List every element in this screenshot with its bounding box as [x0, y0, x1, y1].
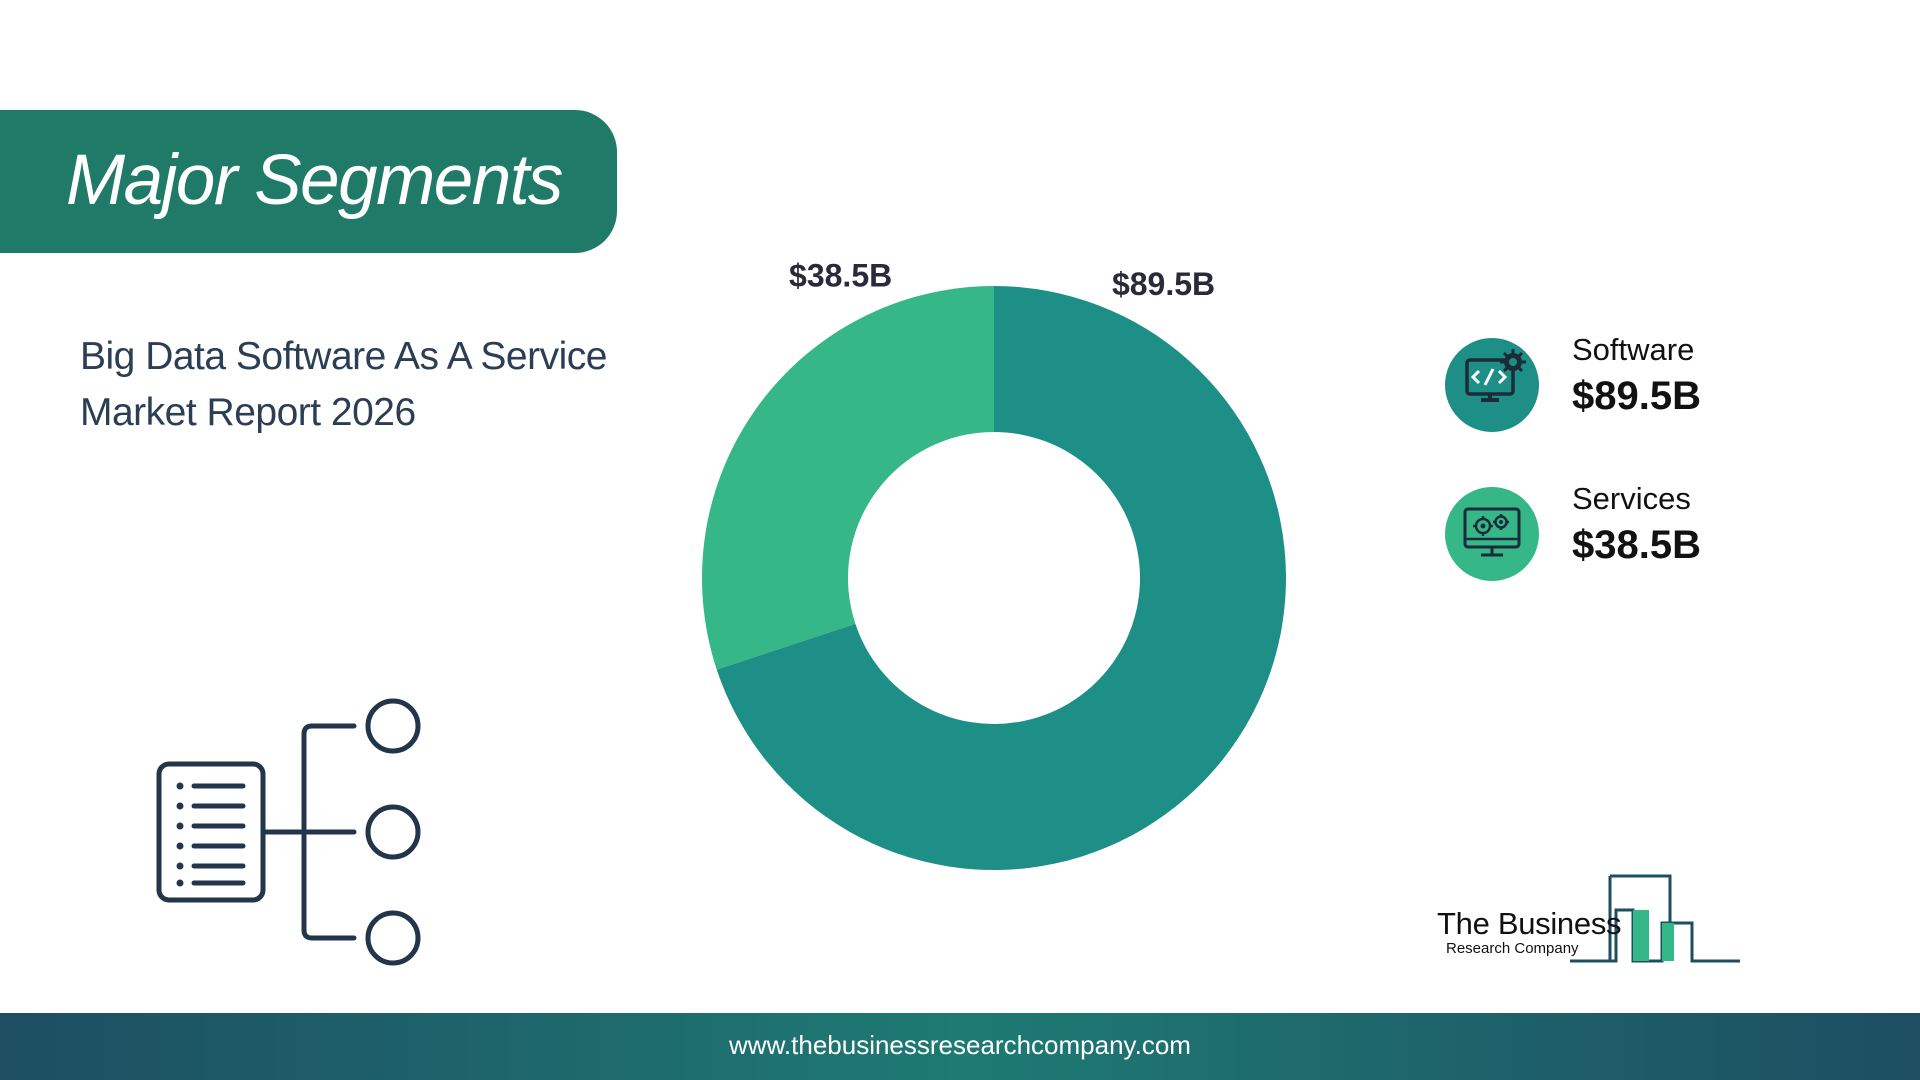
legend-value-software: $89.5B — [1572, 374, 1701, 418]
data-label-services: $38.5B — [789, 257, 892, 293]
logo-text-secondary: Research Company — [1446, 940, 1579, 957]
footer-bar: www.thebusinessresearchcompany.com — [0, 1013, 1920, 1080]
gear-monitor-icon — [1445, 487, 1539, 581]
report-title-line2: Market Report 2026 — [80, 391, 416, 434]
donut-slice-software — [716, 286, 1286, 870]
code-monitor-icon — [1445, 338, 1539, 432]
report-title: Big Data Software As A Service Market Re… — [80, 329, 640, 441]
title-banner: Major Segments — [0, 110, 617, 253]
report-title-line1: Big Data Software As A Service — [80, 335, 607, 378]
page-title: Major Segments — [66, 141, 563, 220]
legend-item-services: Services $38.5B — [1445, 481, 1765, 587]
logo-text-primary: The Business — [1437, 906, 1622, 941]
company-logo: The Business Research Company — [1430, 868, 1750, 968]
donut-chart: $89.5B $38.5B — [702, 257, 1286, 870]
legend-value-services: $38.5B — [1572, 523, 1701, 567]
footer-website-link[interactable]: www.thebusinessresearchcompany.com — [729, 1030, 1191, 1060]
legend-item-software: Software $89.5B — [1445, 332, 1765, 438]
legend-label-services: Services — [1572, 481, 1691, 516]
donut-slice-services — [702, 286, 994, 670]
segments-diagram-icon — [156, 698, 421, 966]
data-label-software: $89.5B — [1112, 266, 1215, 302]
legend-label-software: Software — [1572, 332, 1695, 367]
